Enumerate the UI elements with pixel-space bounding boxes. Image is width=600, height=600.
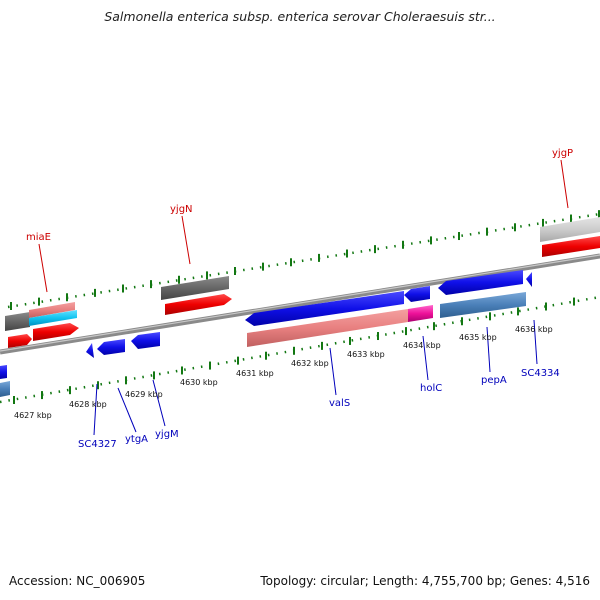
gene-arrow-SC4334[interactable] [526, 272, 532, 287]
scale-label: 4633 kbp [347, 350, 385, 359]
gene-arrow-pepA[interactable] [438, 270, 523, 295]
scale-label: 4634 kbp [403, 341, 441, 350]
leader-SC4327 [93, 383, 98, 436]
leader-yjgP [560, 159, 569, 209]
leader-holC [422, 335, 429, 381]
gene-label-miaE[interactable]: miaE [26, 232, 51, 243]
gene-arrow-yjgM[interactable] [131, 332, 160, 349]
gene-arrow-yjgN[interactable] [165, 294, 232, 315]
genome-backbone [0, 253, 600, 355]
forward-label-leaders [38, 159, 569, 293]
forward-tick-line [7, 212, 600, 309]
gene-feature-yjgN-dark[interactable] [161, 276, 229, 300]
gene-feature-valS-pink[interactable] [247, 309, 408, 347]
scale-label: 4628 kbp [69, 400, 107, 409]
gene-label-yjgN[interactable]: yjgN [170, 204, 193, 215]
accession-label: Accession: NC_006905 [9, 574, 146, 588]
gene-arrow-miaE[interactable] [33, 323, 79, 341]
reverse-gene-labels: SC4327 ytgA yjgM valS holC pepA SC4334 [78, 368, 560, 450]
reverse-features [0, 270, 532, 397]
gene-label-yjgP[interactable]: yjgP [552, 148, 573, 159]
scale-label: 4636 kbp [515, 325, 553, 334]
gene-arrow-SC4327[interactable] [86, 343, 94, 358]
gene-arrow-ytgA[interactable] [97, 339, 125, 355]
forward-features [5, 217, 600, 348]
gene-label-holC[interactable]: holC [420, 383, 442, 394]
scale-label: 4627 kbp [14, 411, 52, 420]
genome-backbone-highlight [0, 254, 600, 352]
gene-feature-pepA-steel[interactable] [440, 292, 526, 318]
scale-label: 4630 kbp [180, 378, 218, 387]
gene-label-yjgM[interactable]: yjgM [155, 429, 179, 440]
gene-arrow-left-red[interactable] [8, 334, 32, 348]
forward-gene-labels: miaE yjgN yjgP [26, 148, 573, 243]
genome-summary: Topology: circular; Length: 4,755,700 bp… [260, 574, 590, 588]
gene-arrow-yjgP[interactable] [542, 236, 600, 257]
gene-feature-left-dark[interactable] [5, 312, 30, 331]
leader-SC4334 [533, 319, 538, 365]
gene-label-ytgA[interactable]: ytgA [125, 434, 148, 445]
gene-arrow-holC[interactable] [404, 286, 430, 302]
gene-label-valS[interactable]: valS [329, 398, 350, 409]
scale-labels: 4627 kbp 4628 kbp 4629 kbp 4630 kbp 4631… [14, 325, 553, 420]
leader-miaE [38, 243, 48, 293]
scale-label: 4629 kbp [125, 390, 163, 399]
gene-arrow-edge-left[interactable] [0, 365, 7, 379]
gene-feature-edge-steel[interactable] [0, 381, 10, 397]
reverse-label-leaders [93, 319, 538, 436]
scale-label: 4631 kbp [236, 369, 274, 378]
scale-label: 4632 kbp [291, 359, 329, 368]
leader-yjgN [181, 215, 191, 265]
gene-feature-mia-cyan[interactable] [29, 310, 77, 326]
gene-label-SC4334[interactable]: SC4334 [521, 368, 560, 379]
leader-yjgM [152, 379, 166, 427]
gene-arrow-valS[interactable] [245, 291, 404, 326]
leader-ytgA [117, 387, 137, 433]
scale-label: 4635 kbp [459, 333, 497, 342]
leader-pepA [486, 326, 491, 373]
gene-label-SC4327[interactable]: SC4327 [78, 439, 117, 450]
leader-valS [329, 347, 337, 396]
gene-feature-mia-pink[interactable] [29, 302, 75, 318]
gene-label-pepA[interactable]: pepA [481, 375, 507, 386]
gene-feature-yjgP-light[interactable] [540, 217, 600, 242]
gene-feature-holC-magenta[interactable] [408, 305, 433, 322]
map-title: Salmonella enterica subsp. enterica sero… [104, 9, 496, 24]
